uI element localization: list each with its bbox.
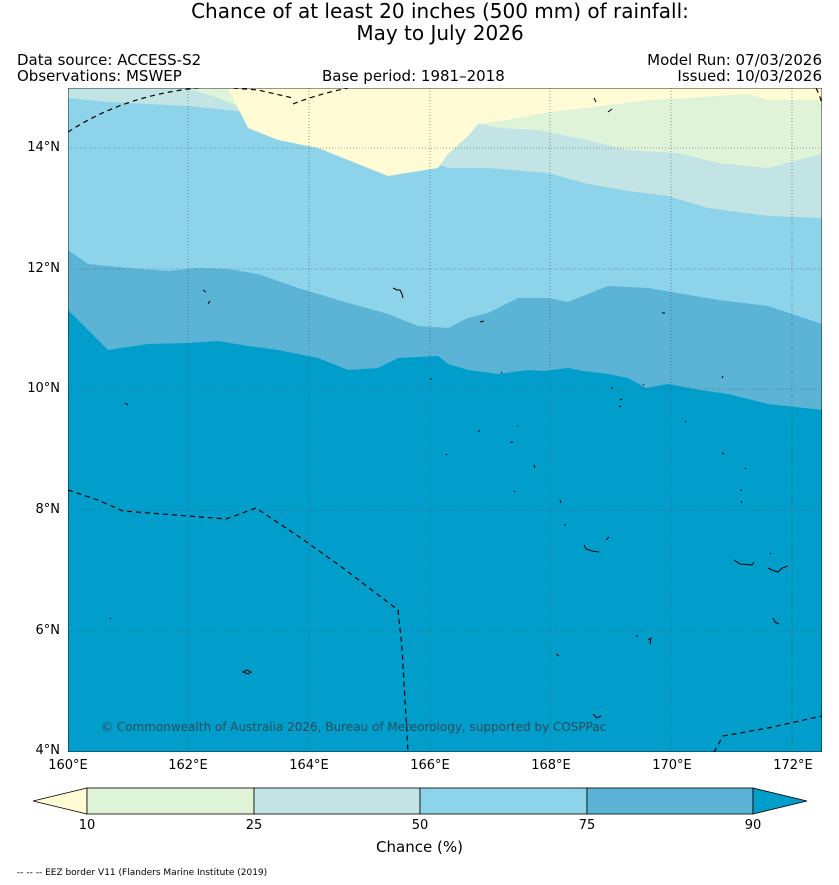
lon-label-172e: 172°E bbox=[773, 758, 813, 773]
colorbar-25-50 bbox=[253, 787, 421, 815]
colorbar-below-10 bbox=[32, 787, 88, 815]
copyright-notice: © Commonwealth of Australia 2026, Bureau… bbox=[101, 720, 606, 734]
zone-below-10 bbox=[228, 88, 822, 176]
colorbar-tick-25: 25 bbox=[245, 818, 263, 833]
model-run-label: Model Run: 07/03/2026 bbox=[647, 51, 822, 69]
colorbar-75-90 bbox=[586, 787, 754, 815]
lat-label-10n: 10°N bbox=[27, 381, 60, 396]
lon-label-164e: 164°E bbox=[289, 758, 329, 773]
lat-label-8n: 8°N bbox=[35, 502, 61, 517]
issued-label: Issued: 10/03/2026 bbox=[677, 67, 822, 85]
lon-label-166e: 166°E bbox=[410, 758, 450, 773]
lat-label-6n: 6°N bbox=[35, 623, 61, 638]
islands bbox=[109, 97, 789, 719]
eez-border bbox=[68, 88, 822, 752]
colorbar-tick-90: 90 bbox=[744, 818, 762, 833]
colorbar-label: Chance (%) bbox=[376, 838, 463, 856]
data-source-label: Data source: ACCESS-S2 bbox=[17, 51, 202, 69]
colorbar bbox=[32, 787, 808, 815]
lon-label-168e: 168°E bbox=[531, 758, 571, 773]
eez-footnote: -- -- -- EEZ border V11 (Flanders Marine… bbox=[17, 868, 268, 878]
map-title-line1: Chance of at least 20 inches (500 mm) of… bbox=[191, 0, 689, 23]
colorbar-tick-75: 75 bbox=[578, 818, 596, 833]
colorbar-tick-10: 10 bbox=[78, 818, 96, 833]
map-title-line2: May to July 2026 bbox=[356, 21, 524, 45]
lon-label-170e: 170°E bbox=[652, 758, 692, 773]
lat-label-14n: 14°N bbox=[27, 140, 60, 155]
lon-label-160e: 160°E bbox=[48, 758, 88, 773]
colorbar-10-25 bbox=[86, 787, 255, 815]
colorbar-tick-50: 50 bbox=[411, 818, 429, 833]
lat-label-12n: 12°N bbox=[27, 261, 60, 276]
observations-label: Observations: MSWEP bbox=[17, 67, 182, 85]
colorbar-50-75 bbox=[419, 787, 588, 815]
colorbar-above-90 bbox=[752, 787, 808, 815]
rainfall-probability-map: © Commonwealth of Australia 2026, Bureau… bbox=[68, 88, 822, 752]
lon-label-162e: 162°E bbox=[168, 758, 208, 773]
base-period-label: Base period: 1981–2018 bbox=[322, 67, 505, 85]
lat-label-4n: 4°N bbox=[35, 743, 61, 758]
